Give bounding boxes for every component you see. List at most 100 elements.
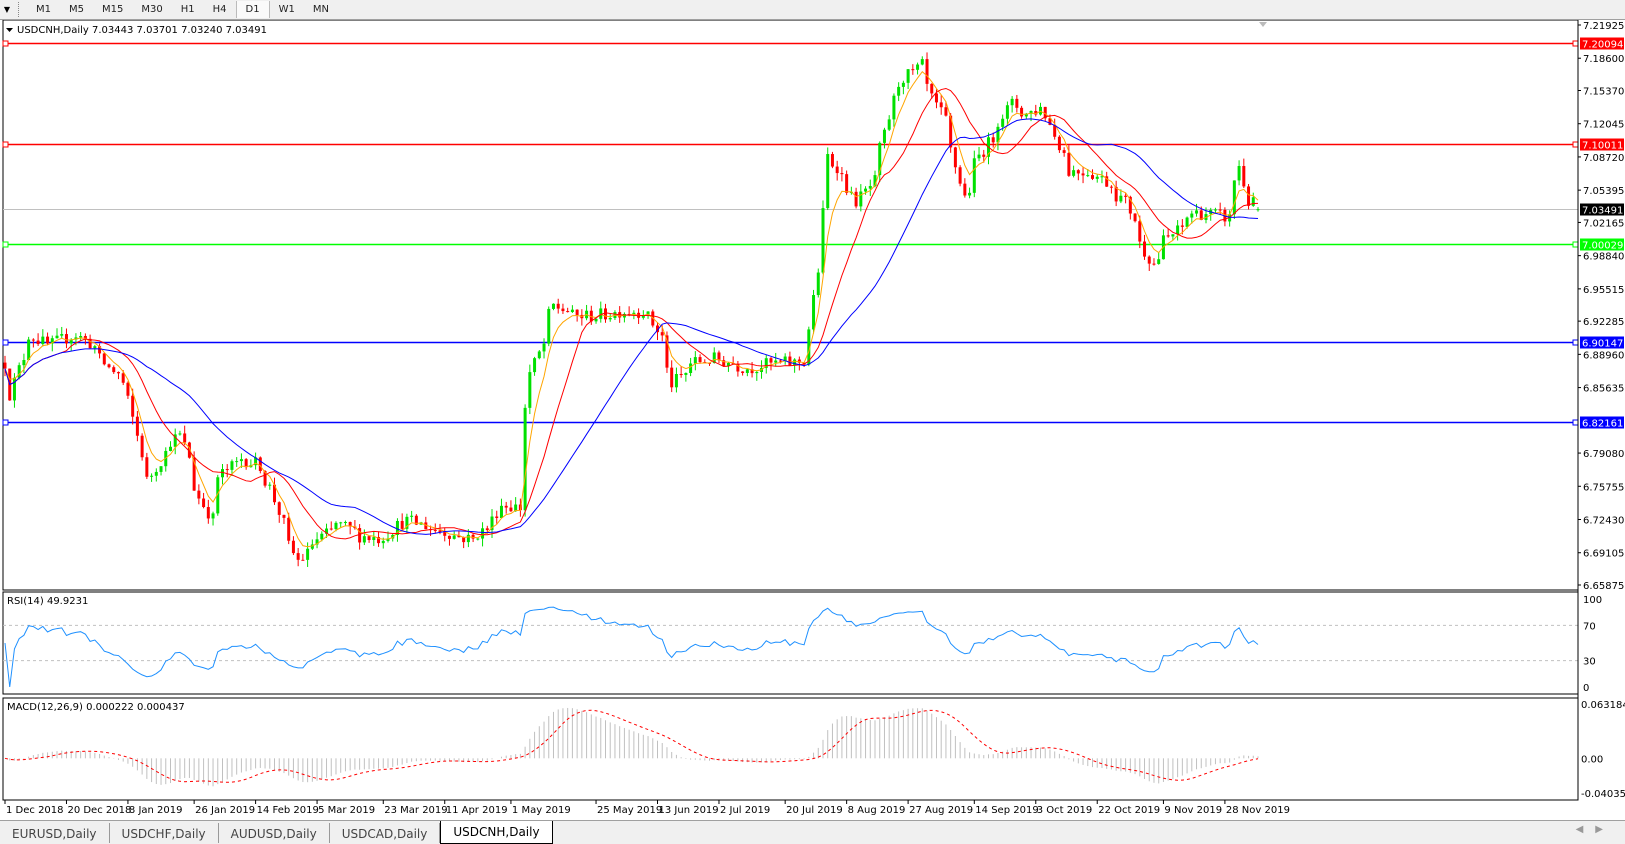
line-handle[interactable] [2,40,9,47]
timeframe-m15[interactable]: M15 [102,4,124,15]
candle-body [641,315,645,318]
line-handle[interactable] [2,241,9,248]
line-handle[interactable] [2,141,9,148]
candle-body [1076,170,1080,174]
hline-price-label: 6.90147 [1582,339,1623,350]
candle-body [741,371,745,373]
line-handle[interactable] [2,419,9,426]
candle-body [1100,176,1104,178]
tab-usdchf[interactable]: USDCHF,Daily [110,823,219,843]
tab-usdcnh[interactable]: USDCNH,Daily [440,821,553,844]
tab-eurusd[interactable]: EURUSD,Daily [0,823,110,843]
candle-body [438,530,442,533]
candle-body [1213,209,1217,211]
candle [329,521,333,531]
candle-body [717,352,721,361]
candle [920,56,924,66]
candle-body [1185,217,1189,227]
candle-body [1081,173,1085,176]
candle [878,141,882,183]
candle-body [225,469,229,471]
candle-body [670,367,674,388]
tab-usdcad[interactable]: USDCAD,Daily [330,823,441,843]
line-handle[interactable] [1572,141,1579,148]
scroll-right-icon[interactable]: ▶ [1595,824,1615,835]
candle [173,428,177,455]
candle-body [1171,234,1175,237]
candle-body [93,346,97,349]
candle-body [736,364,740,372]
candle [958,165,962,187]
candle-body [1024,113,1028,117]
candle-body [310,544,314,549]
candle-body [533,358,537,373]
tab-scroll-arrows[interactable]: ◀▶ [1576,824,1615,835]
candle-body [1034,110,1038,115]
macd-label: MACD(12,26,9) 0.000222 0.000437 [7,702,185,713]
candle-body [173,434,177,447]
candle [41,329,45,347]
candle [1038,102,1042,116]
candle-body [859,191,863,207]
candle [159,466,163,476]
candle [764,354,768,374]
candle-body [377,537,381,544]
macd-panel[interactable] [2,697,1579,801]
toolbar-grip[interactable] [18,2,21,17]
line-handle[interactable] [1572,241,1579,248]
chart-shift-marker-icon[interactable] [1259,22,1267,27]
candle-body [689,363,693,373]
timeframe-d1[interactable]: D1 [235,1,270,18]
candle-body [1247,186,1251,206]
ma-mid-line [4,87,1259,540]
timeframe-m30[interactable]: M30 [141,4,163,15]
timeframe-h4[interactable]: H4 [212,4,227,15]
chart-menu-triangle-icon[interactable] [6,28,13,32]
price-tick-label: 6.85635 [1583,384,1624,395]
scroll-left-icon[interactable]: ◀ [1575,824,1596,835]
candle-body [854,191,858,207]
candle-body [1005,105,1009,119]
price-tick-label: 7.21925 [1583,21,1624,32]
line-handle[interactable] [1572,339,1579,346]
candle [221,464,225,485]
line-handle[interactable] [1572,40,1579,47]
candle [528,364,532,415]
main-chart-panel[interactable] [2,19,1579,591]
candle [3,355,7,377]
candle-body [46,336,50,344]
candle [499,498,503,519]
candle-body [514,504,518,512]
candle-body [447,535,451,539]
candle-body [150,475,154,477]
candle [1152,258,1156,266]
line-handle[interactable] [1572,419,1579,426]
price-tick-label: 6.98840 [1583,252,1624,263]
candle [679,366,683,378]
candle [807,326,811,367]
date-tick-label: 2 Jul 2019 [720,805,770,816]
candle [916,62,920,75]
candle-body [901,82,905,87]
rsi-panel[interactable] [2,591,1579,695]
timeframe-w1[interactable]: W1 [278,4,295,15]
candle [348,521,352,535]
candle [840,167,844,182]
candle-body [239,459,243,462]
candle-body [845,174,849,193]
timeframe-m5[interactable]: M5 [69,4,84,15]
candle [211,511,215,526]
toolbar-dropdown-icon[interactable]: ▼ [3,5,11,14]
line-handle[interactable] [2,339,9,346]
timeframe-m1[interactable]: M1 [36,4,51,15]
candle [566,307,570,313]
candle-body [1218,209,1222,211]
candle-body [395,520,399,535]
timeframe-mn[interactable]: MN [312,4,329,15]
candle-body [949,115,953,148]
timeframe-h1[interactable]: H1 [180,4,195,15]
candle-body [830,154,834,167]
candle [996,123,1000,151]
tab-audusd[interactable]: AUDUSD,Daily [219,823,330,843]
